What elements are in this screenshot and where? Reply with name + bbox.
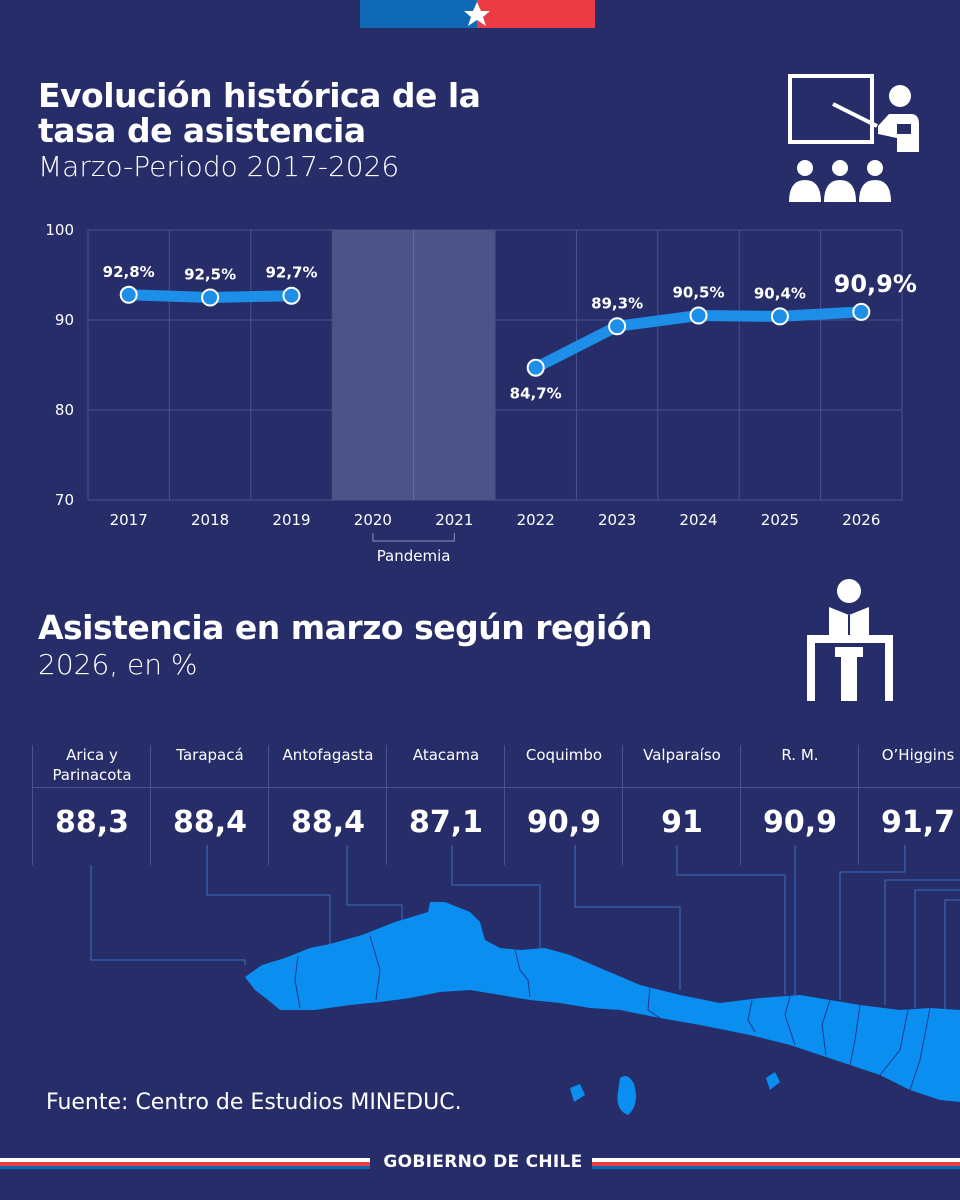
region-name: R. M. bbox=[741, 745, 859, 788]
x-tick-label: 2021 bbox=[435, 511, 473, 529]
data-point bbox=[770, 307, 789, 326]
region-name: Atacama bbox=[387, 745, 505, 788]
data-point bbox=[282, 286, 301, 305]
region-column: R. M. 90,9 bbox=[740, 745, 859, 865]
flag-star-icon bbox=[360, 0, 595, 28]
y-tick-label: 90 bbox=[55, 311, 74, 329]
region-name: Valparaíso bbox=[623, 745, 741, 788]
x-tick-label: 2019 bbox=[272, 511, 310, 529]
student-reading-icon bbox=[807, 579, 893, 701]
teacher-classroom-icon bbox=[788, 74, 919, 202]
data-label: 90,4% bbox=[754, 284, 806, 302]
data-point bbox=[119, 285, 138, 304]
pandemic-bracket bbox=[372, 533, 455, 542]
region-column: Valparaíso 91 bbox=[622, 745, 741, 865]
region-name: Coquimbo bbox=[505, 745, 623, 788]
region-table: Arica y Parinacota 88,3 Tarapacá 88,4 Antofa… bbox=[32, 745, 960, 865]
region-value: 90,9 bbox=[762, 805, 838, 840]
region-column: Arica y Parinacota 88,3 bbox=[32, 745, 151, 865]
chile-map bbox=[90, 845, 960, 1115]
x-tick-label: 2020 bbox=[354, 511, 392, 529]
region-name: Arica y Parinacota bbox=[33, 745, 151, 788]
region-name: O’Higgins bbox=[859, 745, 960, 788]
brand-label: GOBIERNO DE CHILE bbox=[383, 1152, 583, 1172]
region-section-title: Asistencia en marzo según región bbox=[38, 608, 652, 647]
region-value: 91 bbox=[661, 805, 703, 840]
attendance-line-chart: Pandemia 100 90 80 70 2017 2018 2019 2020 2021 20… bbox=[45, 221, 917, 565]
x-tick-label: 2023 bbox=[598, 511, 636, 529]
data-label: 89,3% bbox=[591, 294, 643, 312]
x-tick-label: 2025 bbox=[761, 511, 799, 529]
data-label: 92,8% bbox=[103, 263, 155, 281]
region-section-subtitle: 2026, en % bbox=[38, 648, 198, 681]
region-value: 88,3 bbox=[54, 805, 130, 840]
region-value: 88,4 bbox=[172, 805, 248, 840]
data-label: 90,5% bbox=[672, 284, 724, 302]
region-value: 90,9 bbox=[526, 805, 602, 840]
chart-subtitle: Marzo-Periodo 2017-2026 bbox=[38, 150, 400, 183]
region-value: 91,7 bbox=[880, 805, 956, 840]
data-point bbox=[608, 317, 627, 336]
chart-title: Evolución histórica de la tasa de asiste… bbox=[38, 76, 481, 150]
x-tick-label: 2024 bbox=[679, 511, 717, 529]
region-column: Tarapacá 88,4 bbox=[150, 745, 269, 865]
y-tick-label: 100 bbox=[45, 221, 74, 239]
y-tick-label: 80 bbox=[55, 401, 74, 419]
data-label: 90,9% bbox=[834, 270, 917, 298]
region-column: Coquimbo 90,9 bbox=[504, 745, 623, 865]
region-name: Antofagasta bbox=[269, 745, 387, 788]
source-note: Fuente: Centro de Estudios MINEDUC. bbox=[46, 1090, 462, 1115]
y-tick-label: 70 bbox=[55, 491, 74, 509]
region-name: Tarapacá bbox=[151, 745, 269, 788]
x-tick-label: 2026 bbox=[842, 511, 880, 529]
pandemic-label: Pandemia bbox=[377, 547, 451, 565]
data-point bbox=[689, 306, 708, 325]
footer-stripes bbox=[0, 1158, 960, 1169]
data-label: 92,5% bbox=[184, 266, 236, 284]
x-tick-label: 2017 bbox=[110, 511, 148, 529]
region-column: Atacama 87,1 bbox=[386, 745, 505, 865]
data-label: 92,7% bbox=[265, 264, 317, 282]
region-value: 88,4 bbox=[290, 805, 366, 840]
data-label: 84,7% bbox=[510, 385, 562, 403]
x-tick-label: 2018 bbox=[191, 511, 229, 529]
data-point bbox=[201, 288, 220, 307]
data-point bbox=[852, 302, 871, 321]
region-value: 87,1 bbox=[408, 805, 484, 840]
data-point bbox=[526, 358, 545, 377]
x-tick-label: 2022 bbox=[517, 511, 555, 529]
region-column: O’Higgins 91,7 bbox=[858, 745, 960, 865]
region-column: Antofagasta 88,4 bbox=[268, 745, 387, 865]
